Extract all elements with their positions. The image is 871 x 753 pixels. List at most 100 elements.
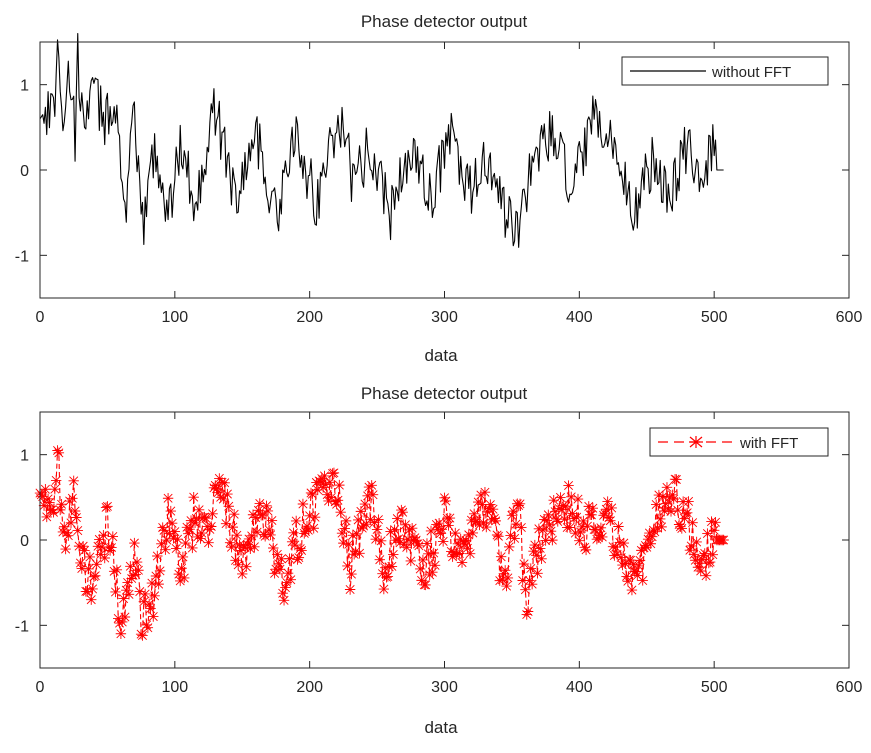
data-point-marker [706, 516, 717, 527]
series-layer [39, 32, 724, 248]
data-point-marker [76, 563, 87, 574]
data-point-marker [659, 505, 670, 517]
x-tick-label: 0 [36, 309, 45, 326]
x-tick-label: 500 [701, 309, 728, 326]
data-point-marker [223, 501, 234, 512]
data-point-marker [428, 547, 439, 559]
data-point-marker [482, 506, 493, 517]
data-point-marker [580, 544, 592, 556]
data-point-marker [121, 585, 132, 596]
data-point-marker [162, 493, 174, 504]
data-point-marker [718, 534, 729, 546]
data-point-marker [330, 496, 341, 507]
data-point-marker [72, 525, 83, 536]
data-point-marker [158, 525, 170, 536]
data-point-marker [572, 493, 584, 505]
data-point-marker [191, 513, 202, 524]
data-point-marker [293, 552, 305, 563]
data-point-marker [497, 574, 508, 586]
data-point-marker [630, 566, 642, 577]
data-point-marker [613, 521, 624, 532]
data-point-marker [686, 540, 697, 552]
y-tick-labels: 1 0 -1 [15, 78, 29, 266]
data-point-marker [389, 524, 400, 535]
data-point-marker [334, 479, 345, 491]
x-axis-label: data [424, 346, 458, 365]
data-point-marker [253, 505, 264, 516]
data-point-marker [117, 616, 128, 628]
data-point-marker [304, 510, 315, 522]
data-point-marker [212, 487, 224, 498]
data-point-marker [502, 572, 514, 584]
data-point-marker [273, 558, 284, 569]
data-point-marker [700, 570, 712, 581]
data-point-marker [590, 524, 601, 535]
data-point-marker [153, 578, 164, 590]
data-point-marker [342, 560, 353, 572]
data-point-marker [55, 504, 66, 516]
data-point-marker [150, 570, 162, 582]
data-point-marker [452, 538, 464, 550]
data-point-marker [257, 509, 268, 521]
data-point-marker [233, 559, 244, 571]
data-point-marker [234, 539, 245, 550]
data-point-marker [281, 577, 292, 588]
data-point-marker [574, 535, 585, 546]
data-point-marker [179, 572, 190, 584]
data-point-marker [501, 580, 512, 592]
data-point-marker [300, 526, 311, 537]
data-point-marker [44, 497, 55, 508]
data-point-marker [597, 531, 608, 543]
series-line-with-fft [39, 449, 724, 637]
subplot-bottom: Phase detector output 0 100 200 300 400 500 60… [15, 384, 863, 737]
data-point-marker [552, 516, 563, 527]
y-tick-label: 1 [20, 448, 29, 465]
data-point-marker [152, 550, 163, 562]
data-point-marker [183, 528, 194, 539]
data-point-marker [215, 492, 226, 503]
data-point-marker [385, 526, 396, 537]
data-point-marker [227, 521, 239, 533]
data-point-marker [67, 493, 78, 504]
data-point-marker [375, 535, 387, 547]
data-point-marker [494, 575, 505, 586]
legend-label-with-fft: with FFT [739, 435, 798, 452]
data-point-marker [397, 506, 408, 518]
data-point-marker [230, 555, 241, 566]
data-point-marker [634, 555, 646, 566]
data-point-marker [402, 534, 414, 545]
data-point-marker [485, 499, 496, 510]
data-point-marker [228, 509, 240, 520]
data-point-marker [691, 536, 702, 548]
data-point-marker [355, 506, 367, 517]
data-point-marker [459, 538, 470, 550]
data-point-marker [189, 517, 201, 529]
data-point-marker [374, 554, 385, 565]
data-point-marker [595, 522, 607, 533]
data-point-marker [328, 467, 340, 479]
data-point-marker [104, 545, 116, 556]
data-point-marker [251, 526, 263, 538]
data-point-marker [231, 530, 243, 541]
data-point-marker [363, 481, 375, 493]
data-point-marker [353, 514, 364, 526]
data-point-marker [510, 518, 522, 530]
data-point-marker [180, 537, 191, 549]
data-point-marker [474, 519, 485, 531]
data-point-marker [331, 498, 342, 510]
data-point-marker [655, 513, 666, 525]
data-point-marker [524, 575, 535, 586]
data-point-marker [301, 520, 313, 532]
data-point-marker [222, 488, 233, 500]
data-point-marker [265, 529, 276, 541]
data-point-marker [518, 558, 530, 570]
data-point-marker [609, 550, 620, 561]
data-point-marker [206, 521, 217, 532]
data-point-marker [436, 524, 448, 535]
data-point-marker [188, 491, 199, 503]
data-point-marker [237, 568, 248, 580]
data-point-marker [108, 566, 120, 577]
data-point-marker [416, 575, 427, 586]
data-point-marker [420, 579, 431, 591]
data-point-marker [657, 491, 669, 502]
